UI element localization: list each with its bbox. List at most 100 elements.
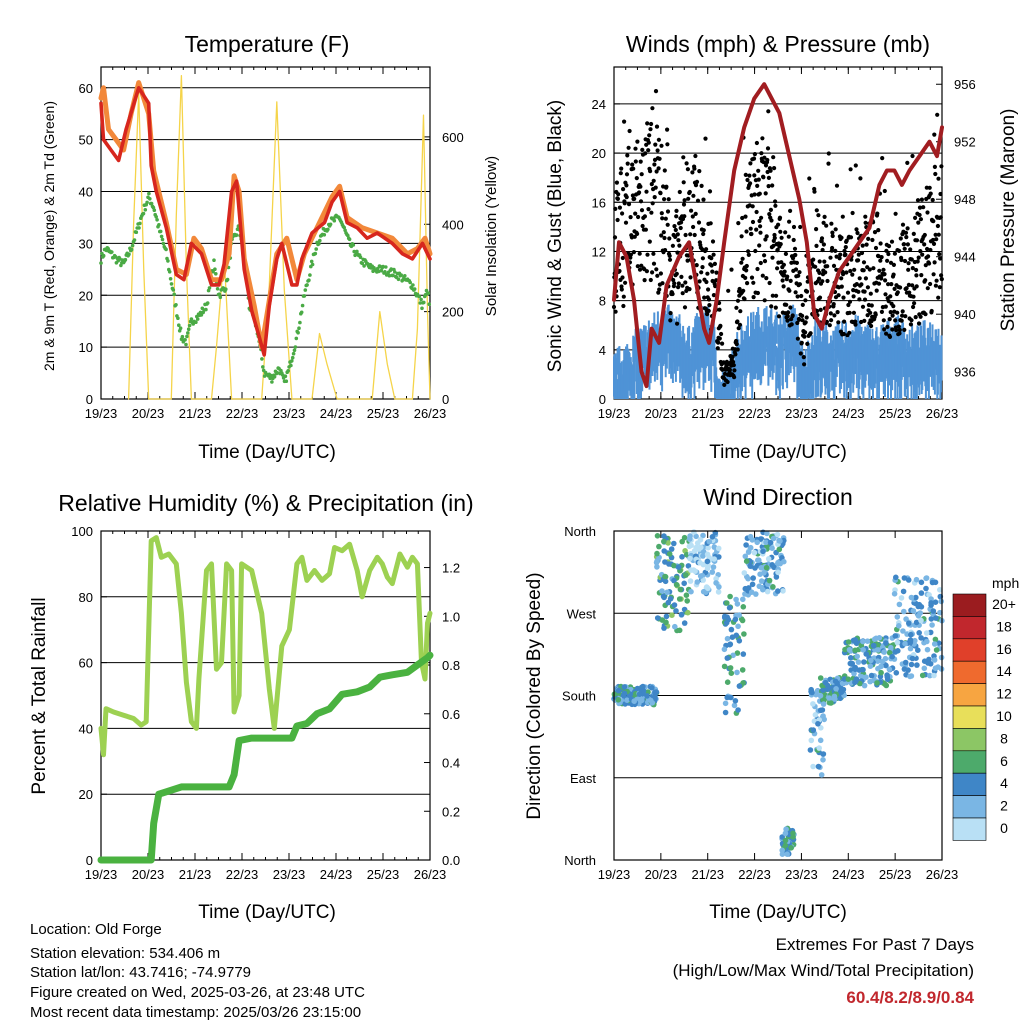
x-tick-label: 23/23 [273, 867, 306, 882]
dewpoint-point [358, 255, 363, 259]
gust-point [773, 203, 778, 208]
direction-point [790, 834, 796, 840]
direction-point [837, 695, 844, 702]
direction-point [894, 614, 901, 620]
direction-point [892, 633, 899, 639]
gust-point [640, 223, 645, 229]
direction-point [923, 585, 929, 592]
direction-point [864, 638, 871, 644]
direction-point [706, 538, 713, 545]
gust-point [663, 216, 668, 221]
direction-point [678, 611, 685, 618]
dewpoint-point [284, 379, 289, 384]
gust-point [644, 269, 650, 274]
dewpoint-point [224, 287, 228, 292]
gust-point [773, 305, 778, 310]
y2-tick-label: 940 [954, 307, 976, 322]
dewpoint-point [391, 273, 395, 278]
x-tick-label: 23/23 [785, 867, 818, 882]
gust-point [612, 235, 618, 240]
gust-point [894, 328, 899, 333]
gust-point [646, 148, 651, 153]
direction-point [769, 562, 775, 568]
gust-point [745, 177, 750, 183]
gust-point [905, 160, 910, 165]
dewpoint-point [211, 269, 215, 274]
gust-point [890, 327, 895, 332]
gust-point [926, 254, 931, 259]
gust-point [722, 382, 727, 387]
direction-point [845, 676, 852, 682]
gust-point [895, 290, 900, 295]
gust-point [861, 260, 867, 265]
y-tick-label: 20 [79, 288, 93, 303]
colorbar-swatch [952, 616, 987, 640]
dewpoint-point [161, 241, 166, 246]
gust-point [879, 276, 884, 281]
direction-point [663, 619, 669, 626]
gust-point [873, 312, 878, 317]
y2-tick-label: 944 [954, 250, 976, 265]
dewpoint-point [168, 277, 173, 281]
gust-point [888, 260, 894, 265]
direction-point [715, 545, 722, 552]
gust-point [709, 256, 714, 261]
gust-point [674, 214, 679, 219]
direction-xlabel: Time (Day/UTC) [709, 902, 847, 923]
direction-point [937, 609, 943, 616]
gust-point [703, 136, 708, 141]
gust-point [863, 220, 868, 225]
gust-point [850, 210, 855, 216]
direction-point [647, 697, 654, 704]
gust-point [762, 155, 767, 160]
direction-point [870, 642, 877, 649]
direction-point [878, 663, 884, 670]
dewpoint-point [393, 270, 397, 274]
gust-point [637, 190, 642, 195]
direction-title: Wind Direction [703, 484, 853, 510]
gust-point [808, 331, 813, 336]
dewpoint-point [396, 277, 401, 282]
winds-xlabel: Time (Day/UTC) [709, 442, 847, 463]
direction-point [683, 592, 690, 598]
gust-point [654, 124, 660, 129]
direction-point [615, 687, 622, 694]
x-tick-label: 20/23 [132, 406, 165, 421]
gust-point [711, 252, 716, 257]
direction-point [671, 562, 677, 569]
gust-point [825, 264, 830, 269]
gust-point [813, 264, 818, 269]
direction-point [814, 688, 821, 694]
gust-point [807, 176, 812, 181]
gust-point [781, 284, 786, 289]
direction-point [690, 567, 697, 573]
direction-point [691, 529, 697, 535]
plot-frame [613, 530, 943, 861]
gust-point [675, 250, 680, 255]
direction-point [697, 573, 704, 579]
gust-point [756, 177, 761, 182]
gust-point [745, 281, 750, 286]
gust-point [885, 324, 890, 329]
gust-point [903, 230, 909, 235]
gust-point [805, 341, 810, 346]
direction-point [684, 598, 690, 604]
dewpoint-point [123, 257, 128, 262]
gust-point [804, 289, 810, 294]
dewpoint-point [351, 243, 356, 247]
x-tick-label: 19/23 [598, 406, 631, 421]
gust-point [628, 252, 634, 257]
gust-point [891, 304, 896, 309]
dewpoint-point [322, 233, 327, 237]
gust-point [918, 314, 923, 319]
gust-point [906, 282, 912, 287]
gust-point [800, 318, 805, 323]
gust-point [861, 268, 866, 273]
gust-point [690, 170, 695, 175]
direction-point [902, 640, 908, 647]
y2-tick-label: 0.2 [442, 804, 460, 819]
gust-point [626, 202, 632, 207]
dewpoint-point [155, 218, 159, 222]
